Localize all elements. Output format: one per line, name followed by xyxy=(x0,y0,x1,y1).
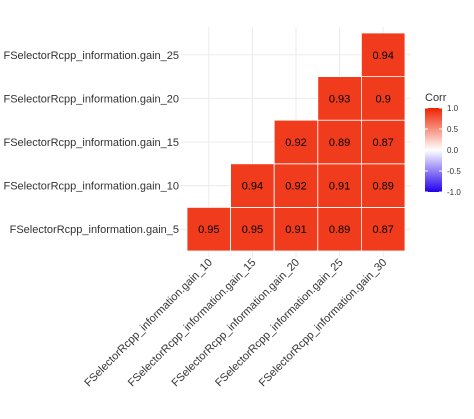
y-tick-label: FSelectorRcpp_information.gain_5 xyxy=(10,224,179,236)
cell-value-label: 0.92 xyxy=(285,137,306,149)
x-axis-tick-labels: FSelectorRcpp_information.gain_10FSelect… xyxy=(82,257,389,390)
y-tick-label: FSelectorRcpp_information.gain_15 xyxy=(4,137,180,149)
cell-value-label: 0.9 xyxy=(376,93,391,105)
heatmap-cell xyxy=(273,206,319,252)
y-tick-label: FSelectorRcpp_information.gain_25 xyxy=(4,50,180,62)
cell-value-label: 0.95 xyxy=(198,224,219,236)
legend-tick-label: -1.0 xyxy=(447,188,461,197)
heatmap-cell xyxy=(360,163,406,208)
heatmap-cell xyxy=(317,206,362,252)
y-axis-tick-labels: FSelectorRcpp_information.gain_5 FSelecto… xyxy=(4,50,180,236)
heatmap-cell xyxy=(360,119,406,165)
cell-value-label: 0.94 xyxy=(372,50,393,62)
y-tick-label: FSelectorRcpp_information.gain_10 xyxy=(4,181,180,193)
legend-title: Corr xyxy=(425,92,447,104)
heatmap-cell xyxy=(230,206,275,252)
cell-value-label: 0.87 xyxy=(372,224,393,236)
cell-value-label: 0.89 xyxy=(372,181,393,193)
heatmap-cell xyxy=(317,163,362,208)
y-tick-label: FSelectorRcpp_information.gain_20 xyxy=(4,93,180,105)
cell-value-label: 0.95 xyxy=(242,224,263,236)
legend-tick-label: 1.0 xyxy=(447,104,459,113)
heatmap-cells: 0.95 0.95 0.91 0.89 0.87 0.94 0.92 0.91 0.89 0.92… xyxy=(186,32,406,252)
color-legend: Corr 1.0 0.5 0.0 -0.5 -1.0 xyxy=(425,92,461,197)
legend-tick-label: -0.5 xyxy=(447,167,461,176)
heatmap-cell xyxy=(230,163,275,208)
cell-value-label: 0.91 xyxy=(285,224,306,236)
heatmap-cell xyxy=(360,32,406,77)
legend-ticks: 1.0 0.5 0.0 -0.5 -1.0 xyxy=(425,104,461,197)
heatmap-cell xyxy=(317,76,362,121)
cell-value-label: 0.92 xyxy=(285,181,306,193)
cell-value-label: 0.93 xyxy=(329,93,350,105)
legend-tick-label: 0.5 xyxy=(447,125,459,134)
cell-value-label: 0.89 xyxy=(329,224,350,236)
heatmap-cell xyxy=(317,119,362,165)
legend-tick-label: 0.0 xyxy=(447,146,459,155)
cell-value-label: 0.94 xyxy=(242,181,263,193)
cell-value-label: 0.91 xyxy=(329,181,350,193)
heatmap-cell xyxy=(273,119,319,165)
cell-value-label: 0.89 xyxy=(329,137,350,149)
cell-value-label: 0.87 xyxy=(372,137,393,149)
legend-color-bar xyxy=(425,108,442,192)
